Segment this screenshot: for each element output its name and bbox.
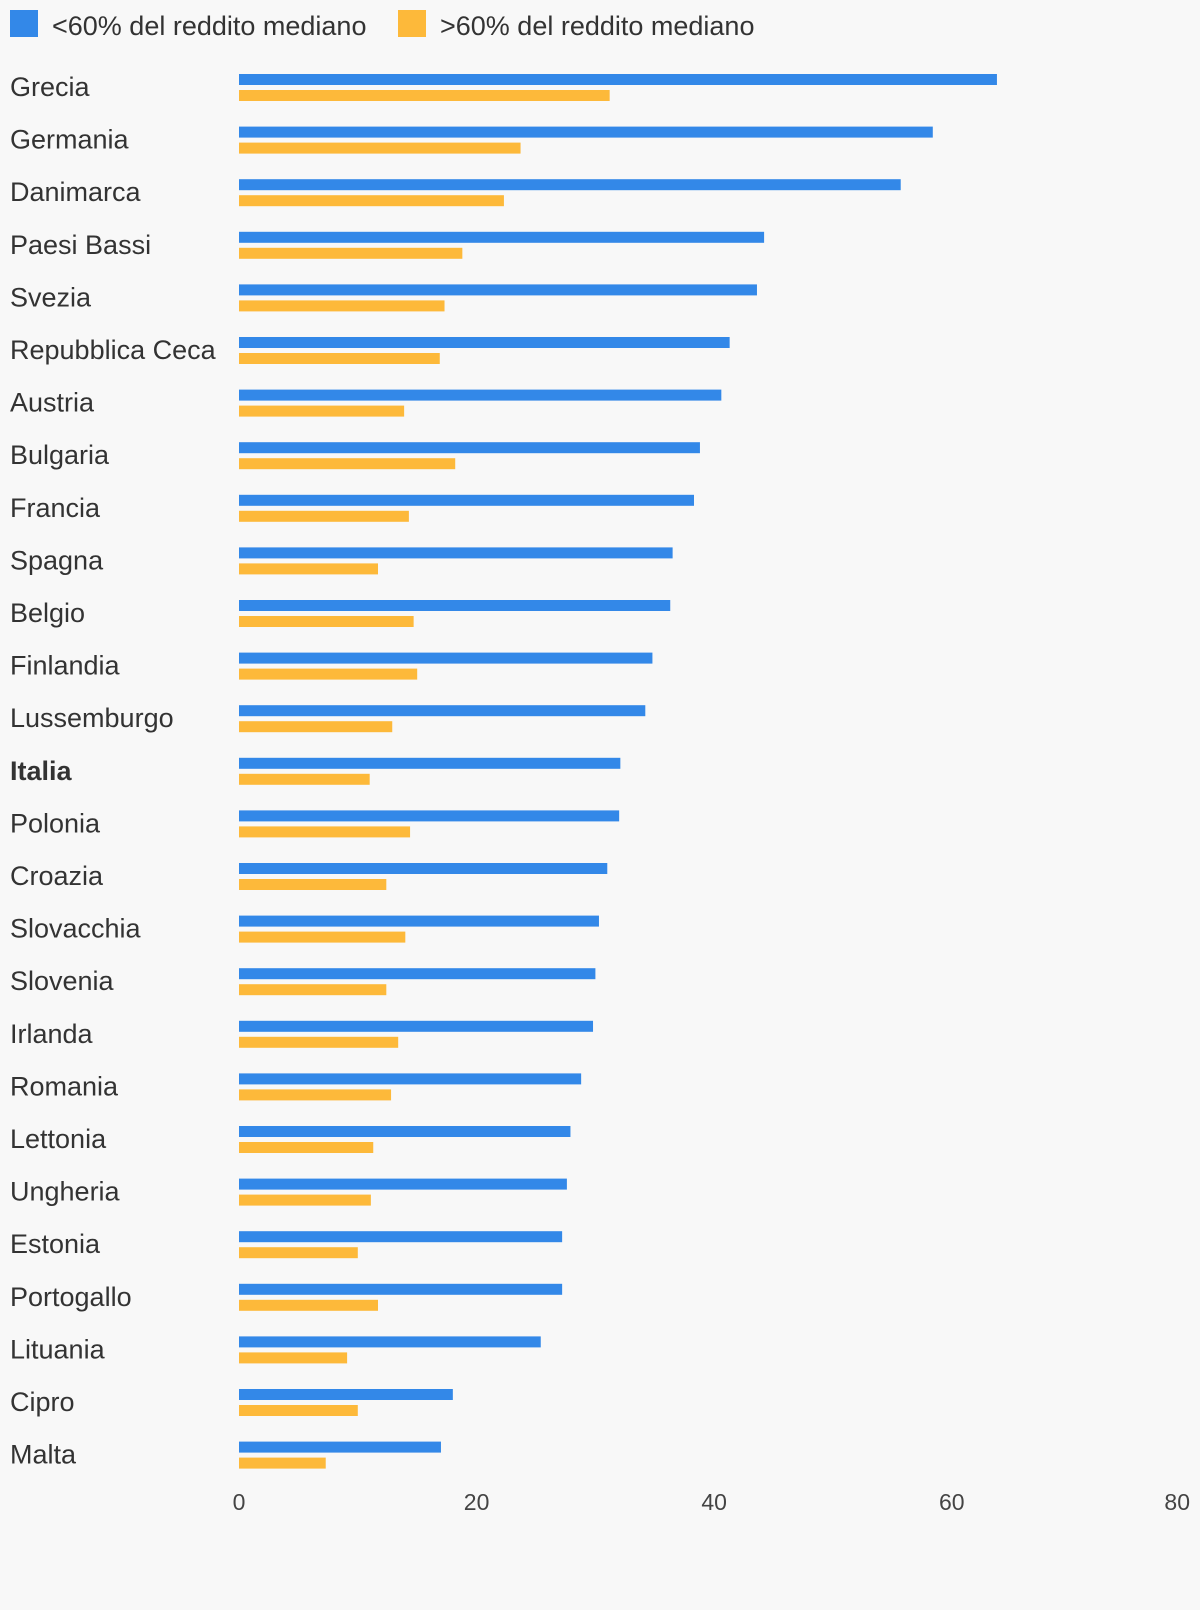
- bars: [239, 74, 997, 1469]
- bar-estonia-below-60: [239, 1231, 563, 1243]
- category-label-germania: Germania: [10, 125, 130, 155]
- category-label-irlanda: Irlanda: [10, 1019, 94, 1049]
- category-label-lettonia: Lettonia: [10, 1124, 107, 1154]
- bar-romania-below-60: [239, 1073, 582, 1085]
- x-tick-label-60: 60: [939, 1489, 965, 1515]
- bar-slovacchia-below-60: [239, 915, 599, 927]
- bar-croazia-above-60: [239, 879, 387, 890]
- bar-finlandia-above-60: [239, 668, 418, 680]
- bar-germania-below-60: [239, 126, 933, 138]
- bar-portogallo-above-60: [239, 1299, 378, 1311]
- bar-lituania-below-60: [239, 1336, 541, 1348]
- bar-lituania-above-60: [239, 1352, 348, 1364]
- bar-belgio-above-60: [239, 616, 414, 627]
- x-tick-label-0: 0: [233, 1489, 246, 1515]
- bar-estonia-above-60: [239, 1247, 358, 1259]
- category-label-grecia: Grecia: [10, 72, 91, 102]
- category-label-paesi-bassi: Paesi Bassi: [10, 230, 151, 260]
- bar-cipro-above-60: [239, 1405, 358, 1416]
- bar-francia-below-60: [239, 494, 695, 506]
- bar-austria-above-60: [239, 405, 405, 417]
- category-label-slovenia: Slovenia: [10, 966, 115, 996]
- bar-polonia-below-60: [239, 810, 620, 822]
- bar-romania-above-60: [239, 1089, 392, 1101]
- x-tick-label-80: 80: [1164, 1489, 1190, 1515]
- bar-germania-above-60: [239, 142, 521, 154]
- category-label-bulgaria: Bulgaria: [10, 440, 110, 470]
- bar-slovenia-above-60: [239, 984, 387, 996]
- bar-croazia-below-60: [239, 863, 608, 874]
- bar-cipro-below-60: [239, 1389, 453, 1400]
- category-label-cipro: Cipro: [10, 1387, 75, 1417]
- x-tick-label-40: 40: [701, 1489, 727, 1515]
- category-label-slovacchia: Slovacchia: [10, 914, 142, 944]
- bar-slovacchia-above-60: [239, 931, 406, 943]
- bar-irlanda-below-60: [239, 1020, 594, 1032]
- category-label-portogallo: Portogallo: [10, 1282, 132, 1312]
- bar-danimarca-below-60: [239, 179, 901, 191]
- category-label-malta: Malta: [10, 1440, 77, 1470]
- bar-repubblica-ceca-above-60: [239, 353, 440, 364]
- bar-repubblica-ceca-below-60: [239, 337, 730, 348]
- category-label-lussemburgo: Lussemburgo: [10, 703, 174, 733]
- x-axis: 0 20 40 60 80: [233, 1489, 1190, 1515]
- bar-malta-below-60: [239, 1441, 441, 1453]
- bar-lussemburgo-above-60: [239, 721, 393, 733]
- bar-irlanda-above-60: [239, 1036, 399, 1048]
- bar-svezia-above-60: [239, 300, 445, 312]
- bar-francia-above-60: [239, 510, 409, 522]
- legend-swatch-above-60: [398, 10, 426, 37]
- bar-paesi-bassi-above-60: [239, 247, 463, 259]
- bar-paesi-bassi-below-60: [239, 231, 765, 243]
- bar-spagna-below-60: [239, 547, 673, 559]
- category-label-danimarca: Danimarca: [10, 177, 142, 207]
- category-labels: Grecia Germania Danimarca Paesi Bassi Svezia…: [10, 72, 217, 1470]
- bar-italia-above-60: [239, 773, 370, 785]
- x-tick-label-20: 20: [464, 1489, 490, 1515]
- bar-lussemburgo-below-60: [239, 705, 646, 717]
- category-label-estonia: Estonia: [10, 1229, 101, 1259]
- bar-danimarca-above-60: [239, 195, 504, 207]
- bar-belgio-below-60: [239, 600, 671, 611]
- bar-bulgaria-below-60: [239, 442, 700, 454]
- category-label-italia: Italia: [10, 756, 73, 786]
- legend-label-above-60: >60% del reddito mediano: [440, 11, 754, 41]
- bar-bulgaria-above-60: [239, 458, 456, 470]
- bar-lettonia-below-60: [239, 1126, 571, 1137]
- bar-malta-above-60: [239, 1457, 326, 1469]
- legend-label-below-60: <60% del reddito mediano: [52, 11, 366, 41]
- category-label-ungheria: Ungheria: [10, 1177, 121, 1207]
- category-label-polonia: Polonia: [10, 808, 101, 838]
- bar-lettonia-above-60: [239, 1142, 374, 1153]
- legend-swatch-below-60: [10, 10, 38, 37]
- bar-finlandia-below-60: [239, 652, 653, 664]
- category-label-lituania: Lituania: [10, 1334, 106, 1364]
- bar-grecia-below-60: [239, 74, 997, 85]
- category-label-francia: Francia: [10, 493, 101, 523]
- bar-ungheria-below-60: [239, 1178, 567, 1190]
- category-label-spagna: Spagna: [10, 545, 104, 575]
- bar-austria-below-60: [239, 389, 722, 401]
- category-label-svezia: Svezia: [10, 282, 92, 312]
- category-label-romania: Romania: [10, 1071, 119, 1101]
- bar-portogallo-below-60: [239, 1283, 563, 1295]
- bar-italia-below-60: [239, 757, 621, 769]
- bar-grecia-above-60: [239, 90, 610, 101]
- bar-slovenia-below-60: [239, 968, 596, 980]
- category-label-austria: Austria: [10, 388, 95, 418]
- bar-spagna-above-60: [239, 563, 378, 575]
- category-label-belgio: Belgio: [10, 598, 85, 628]
- category-label-finlandia: Finlandia: [10, 651, 121, 681]
- bar-ungheria-above-60: [239, 1194, 371, 1206]
- bar-polonia-above-60: [239, 826, 411, 838]
- category-label-repubblica-ceca: Repubblica Ceca: [10, 335, 217, 365]
- category-label-croazia: Croazia: [10, 861, 104, 891]
- legend: <60% del reddito mediano >60% del reddit…: [10, 10, 754, 41]
- bar-svezia-below-60: [239, 284, 757, 296]
